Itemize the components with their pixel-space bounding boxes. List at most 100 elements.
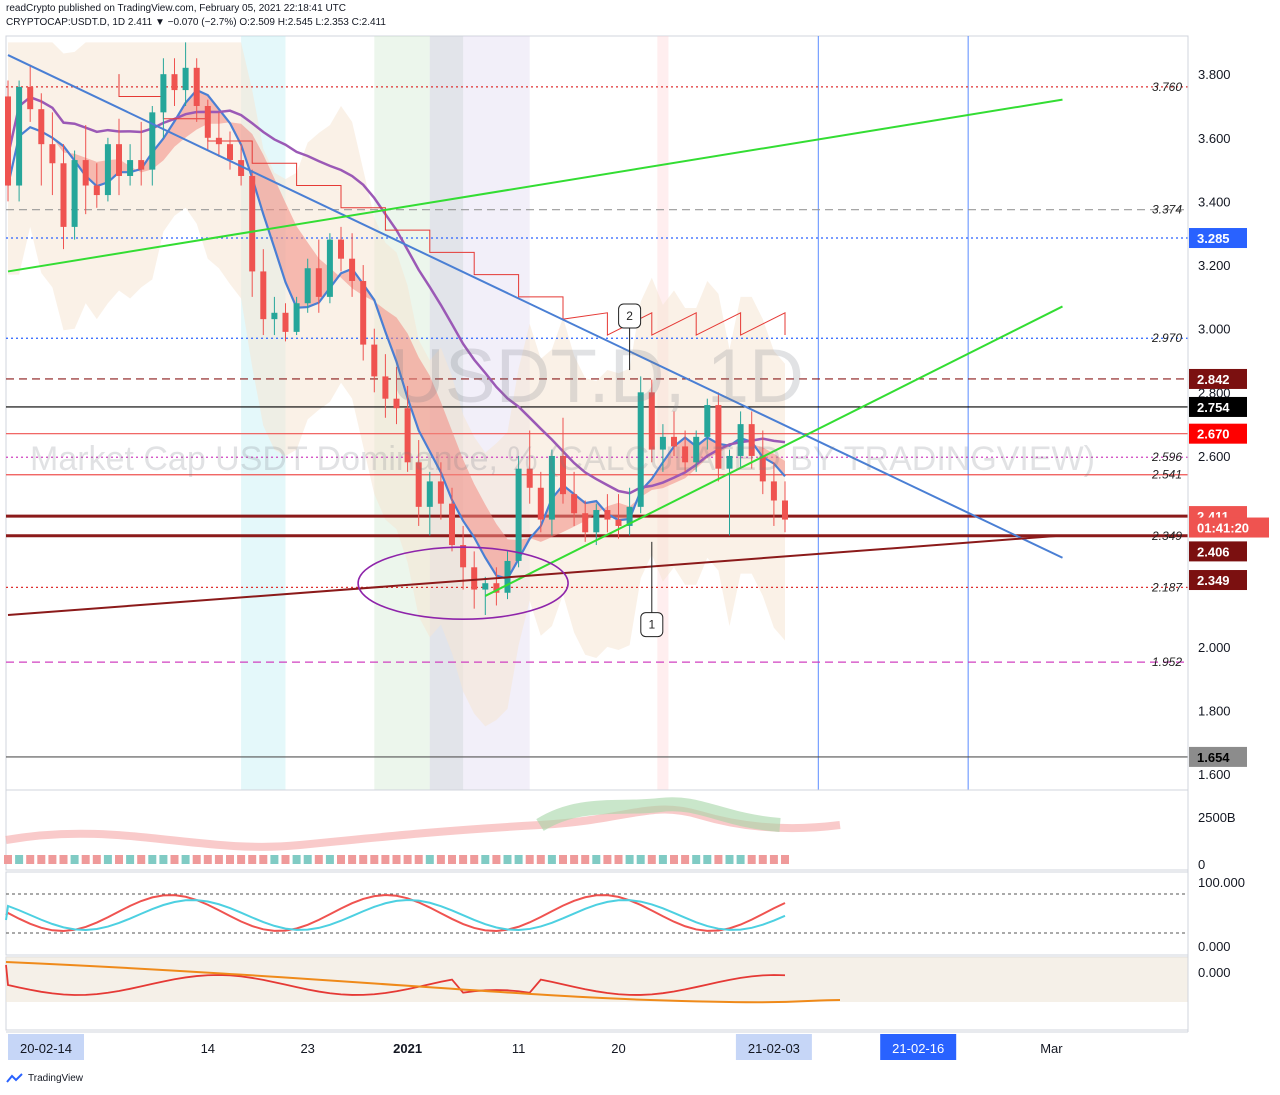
volume-bar xyxy=(459,855,468,864)
volume-bar xyxy=(214,855,223,864)
volume-bar xyxy=(59,855,68,864)
tradingview-logo-icon xyxy=(6,1073,23,1083)
tradingview-footer[interactable]: TradingView xyxy=(6,1072,83,1084)
sub-pane-frame xyxy=(5,871,1189,956)
time-tick-label: Mar xyxy=(1040,1041,1063,1056)
candle-body xyxy=(60,163,67,227)
candle-body xyxy=(238,160,245,176)
price-tick-label: 3.800 xyxy=(1198,67,1231,82)
candle-body xyxy=(193,67,200,106)
candle-body xyxy=(637,392,644,507)
candle-body xyxy=(116,144,122,176)
callout-label: 2 xyxy=(626,309,633,323)
volume-bar xyxy=(148,855,157,864)
candle-body xyxy=(371,344,378,377)
candle-body xyxy=(704,405,711,437)
volume-bar xyxy=(115,855,123,864)
candle-body xyxy=(426,481,433,507)
volume-bar xyxy=(159,855,168,864)
volume-bar xyxy=(192,855,201,864)
volume-bar xyxy=(292,855,301,864)
price-tick-label: 2.800 xyxy=(1198,385,1231,400)
candle-body xyxy=(404,408,411,463)
callout-box xyxy=(640,612,664,638)
candle-body xyxy=(659,436,666,450)
price-tag-label: 2.349 xyxy=(1197,573,1230,588)
time-tick-label: 11 xyxy=(512,1041,526,1056)
volume-bar xyxy=(381,855,390,864)
volume-bar xyxy=(647,855,656,864)
volume-bar xyxy=(325,855,334,864)
watermark-description: Market Cap USDT Dominance, % (CALCULATED… xyxy=(30,440,1095,478)
fast-ma-line xyxy=(6,88,786,581)
volume-bar xyxy=(226,855,234,864)
level-label: 2.349 xyxy=(1151,529,1182,543)
volume-bar xyxy=(514,855,523,864)
price-tag-label: 2.754 xyxy=(1197,400,1230,415)
trendline xyxy=(7,534,1063,617)
watermark-ticker: USDT.D, 1D xyxy=(390,334,804,419)
candle-body xyxy=(215,137,222,145)
volume-bar xyxy=(625,855,634,864)
volume-bar xyxy=(414,855,423,864)
candle-body xyxy=(571,494,578,514)
momentum-ma-line xyxy=(5,961,841,1004)
price-tag-label: 2.406 xyxy=(1197,544,1230,559)
candle-body xyxy=(5,96,11,186)
volume-bar xyxy=(636,855,645,864)
volume-bar xyxy=(303,855,312,864)
level-label: 3.760 xyxy=(1152,80,1182,94)
volume-bar xyxy=(525,855,534,864)
candle-body xyxy=(282,312,289,332)
volume-bar xyxy=(181,855,190,864)
volume-bar xyxy=(337,855,345,864)
price-tag xyxy=(1189,423,1247,444)
candle-body xyxy=(582,513,589,533)
momentum-background xyxy=(6,957,1188,1002)
time-tick-label: 2021 xyxy=(393,1041,422,1056)
candle-body xyxy=(326,239,333,297)
candle-body xyxy=(437,481,444,504)
candle-body xyxy=(360,280,367,345)
candle-body xyxy=(382,376,389,399)
trendline xyxy=(7,98,1063,273)
ma-ribbon-fill xyxy=(8,90,785,579)
oscillator-line xyxy=(5,894,786,932)
candle-body xyxy=(293,303,300,332)
annotations: 12 xyxy=(357,303,664,638)
time-tick-label: 21-02-03 xyxy=(748,1041,800,1056)
volume-bar xyxy=(492,855,501,864)
level-label: 2.541 xyxy=(1151,468,1182,482)
candle-body xyxy=(726,455,733,469)
level-label: 2.970 xyxy=(1151,331,1182,345)
candle-body xyxy=(737,424,744,456)
volume-bar xyxy=(15,855,24,864)
volume-band-green xyxy=(536,797,781,832)
volume-bar xyxy=(692,855,701,864)
candle-body xyxy=(160,74,167,113)
volume-bar xyxy=(769,855,778,864)
price-tag xyxy=(1189,746,1247,767)
candle-body xyxy=(415,462,422,507)
level-label: 2.187 xyxy=(1151,580,1183,594)
momentum-line xyxy=(5,964,786,996)
price-chart[interactable]: 3.760 3.374 2.970 2.596 2.541 2.349 2.187 1.952… xyxy=(0,0,1280,1068)
price-tick-label: 3.600 xyxy=(1198,131,1231,146)
time-tick-label: 20-02-14 xyxy=(20,1041,72,1056)
time-tick-label: 20 xyxy=(611,1041,625,1056)
volume-bar xyxy=(4,855,12,864)
volume-bar xyxy=(359,855,368,864)
candle-body xyxy=(482,583,489,590)
volume-bar xyxy=(614,855,623,864)
grid-layer xyxy=(817,36,969,790)
candle-body xyxy=(493,583,500,593)
price-tags: 3.2852.8422.7542.6702.41101:41:202.4062.… xyxy=(1189,228,1269,767)
volume-bar xyxy=(392,855,401,864)
candle-body xyxy=(38,109,45,145)
price-tick-label: 3.000 xyxy=(1198,322,1231,337)
candle-body xyxy=(548,455,555,520)
time-tick-label: 23 xyxy=(300,1041,314,1056)
volume-bar xyxy=(425,855,434,864)
volume-zero-label: 0 xyxy=(1198,857,1205,872)
price-tag xyxy=(1189,517,1269,538)
